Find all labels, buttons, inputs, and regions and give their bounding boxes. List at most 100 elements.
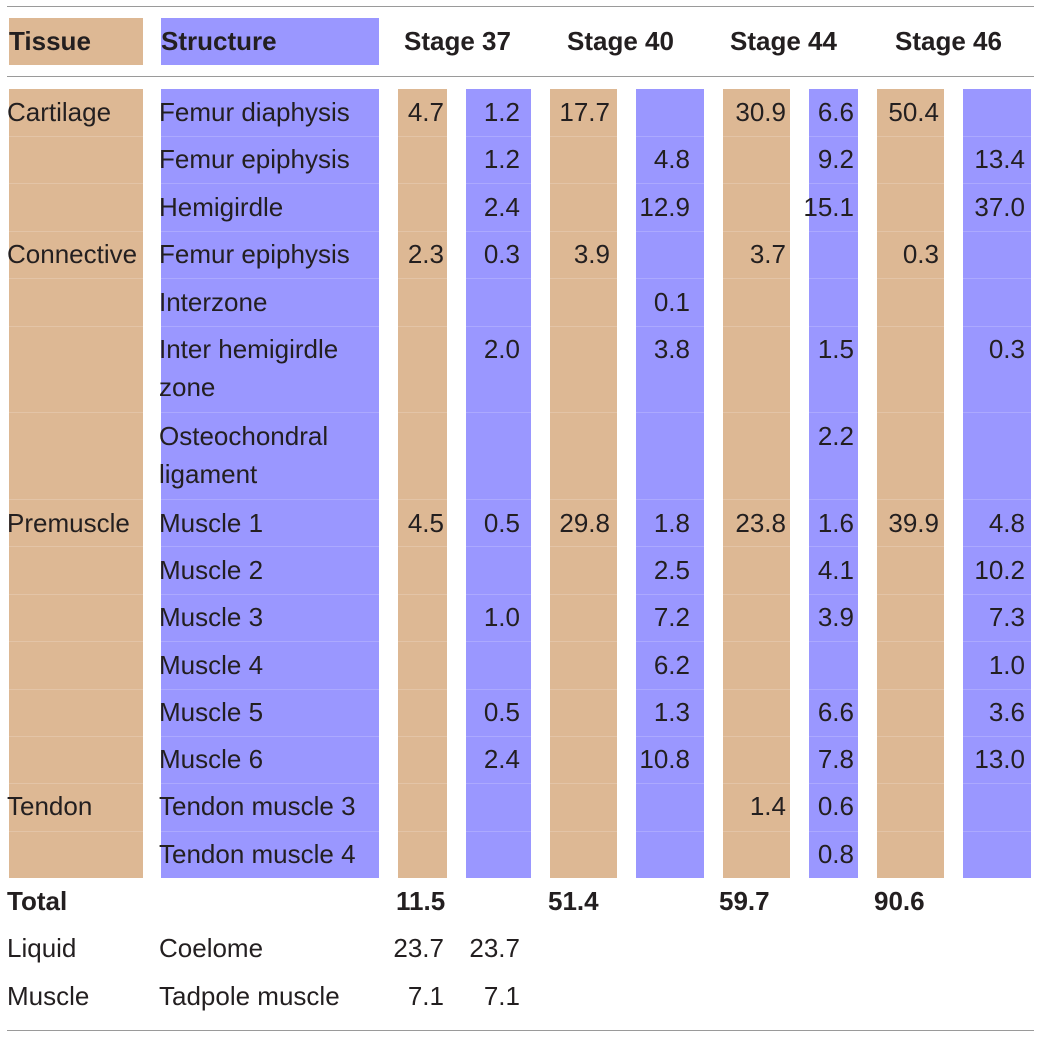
total-value: 51.4 [548, 886, 599, 916]
row-separator [0, 326, 1040, 327]
tissue-header-band [9, 18, 143, 65]
bottom-rule [7, 1030, 1034, 1031]
structure-cell: Osteochondral [159, 421, 329, 451]
total-value: 90.6 [874, 886, 925, 916]
structure-cell: Hemigirdle [159, 192, 284, 222]
structure-column-band [161, 89, 379, 878]
row-separator [0, 412, 1040, 413]
value-cell: 4.8 [988, 508, 1025, 538]
row-separator [0, 689, 1040, 690]
value-cell: 2.4 [483, 744, 520, 774]
value-cell: 0.8 [817, 839, 854, 869]
value-cell: 1.0 [988, 650, 1025, 680]
structure-cell: Tadpole muscle [159, 981, 340, 1011]
structure-cell: Tendon muscle 3 [159, 791, 356, 821]
structure-cell: Tendon muscle 4 [159, 839, 356, 869]
structure-cell: Interzone [159, 287, 268, 317]
value-cell: 2.0 [483, 334, 520, 364]
value-cell: 6.2 [653, 650, 690, 680]
total-label: Total [7, 886, 68, 916]
value-cell: 1.6 [817, 508, 854, 538]
row-separator [0, 831, 1040, 832]
structure-cell: Coelome [159, 933, 264, 963]
header-structure: Structure [161, 26, 277, 56]
value-cell: 6.6 [817, 697, 854, 727]
header-stage-40: Stage 40 [567, 26, 674, 56]
value-cell: 4.8 [653, 144, 690, 174]
stage-40-tan-band [550, 89, 617, 878]
header-stage-37: Stage 37 [404, 26, 511, 56]
structure-cell: Femur diaphysis [159, 97, 350, 127]
tissue-cell: Cartilage [7, 97, 112, 127]
stage-46-tan-band [877, 89, 944, 878]
value-cell: 0.5 [483, 508, 520, 538]
value-cell: 15.1 [803, 192, 854, 222]
row-separator [0, 736, 1040, 737]
value-cell: 0.5 [483, 697, 520, 727]
value-cell: 1.8 [653, 508, 690, 538]
value-cell: 3.6 [988, 697, 1025, 727]
value-cell: 13.0 [974, 744, 1025, 774]
value-cell: 4.1 [817, 555, 854, 585]
value-cell: 2.5 [653, 555, 690, 585]
row-separator [0, 499, 1040, 500]
value-cell: 6.6 [817, 97, 854, 127]
structure-cell: Muscle 3 [159, 602, 264, 632]
stage-44-tan-band [723, 89, 790, 878]
value-cell: 1.3 [653, 697, 690, 727]
value-cell: 0.1 [653, 287, 690, 317]
structure-cell: zone [159, 372, 216, 402]
value-cell: 3.9 [817, 602, 854, 632]
value-cell: 9.2 [817, 144, 854, 174]
stage-44-blue-band [809, 89, 858, 878]
total-value: 11.5 [396, 886, 446, 916]
row-separator [0, 641, 1040, 642]
tissue-column-band [9, 89, 143, 878]
value-cell: 7.1 [407, 981, 444, 1011]
value-cell: 39.9 [888, 508, 939, 538]
structure-cell: Muscle 1 [159, 508, 264, 538]
structure-cell: Femur epiphysis [159, 239, 350, 269]
structure-cell: ligament [159, 459, 258, 489]
value-cell: 30.9 [735, 97, 786, 127]
tissue-cell: Tendon [7, 791, 93, 821]
value-cell: 4.7 [407, 97, 444, 127]
value-cell: 1.4 [749, 791, 786, 821]
header-rule [7, 76, 1034, 77]
top-rule [7, 6, 1034, 7]
value-cell: 23.7 [393, 933, 444, 963]
value-cell: 2.2 [817, 421, 854, 451]
tissue-cell: Liquid [7, 933, 77, 963]
row-separator [0, 231, 1040, 232]
value-cell: 1.0 [483, 602, 520, 632]
value-cell: 2.3 [407, 239, 444, 269]
value-cell: 3.9 [573, 239, 610, 269]
stage-46-blue-band [963, 89, 1031, 878]
stage-40-blue-band [636, 89, 704, 878]
value-cell: 37.0 [974, 192, 1025, 222]
total-value: 59.7 [719, 886, 770, 916]
stage-37-tan-band [398, 89, 447, 878]
structure-cell: Muscle 6 [159, 744, 264, 774]
value-cell: 3.8 [653, 334, 690, 364]
header-tissue: Tissue [9, 26, 91, 56]
value-cell: 23.8 [735, 508, 786, 538]
value-cell: 1.2 [483, 97, 520, 127]
tissue-cell: Connective [7, 239, 138, 269]
tissue-cell: Muscle [7, 981, 90, 1011]
row-separator [0, 183, 1040, 184]
value-cell: 0.3 [483, 239, 520, 269]
value-cell: 0.3 [902, 239, 939, 269]
value-cell: 7.8 [817, 744, 854, 774]
value-cell: 23.7 [469, 933, 520, 963]
row-separator [0, 136, 1040, 137]
value-cell: 3.7 [749, 239, 786, 269]
value-cell: 13.4 [974, 144, 1025, 174]
value-cell: 0.6 [817, 791, 854, 821]
row-separator [0, 594, 1040, 595]
value-cell: 7.2 [653, 602, 690, 632]
stage-37-blue-band [466, 89, 531, 878]
value-cell: 50.4 [888, 97, 939, 127]
value-cell: 29.8 [559, 508, 610, 538]
value-cell: 2.4 [483, 192, 520, 222]
